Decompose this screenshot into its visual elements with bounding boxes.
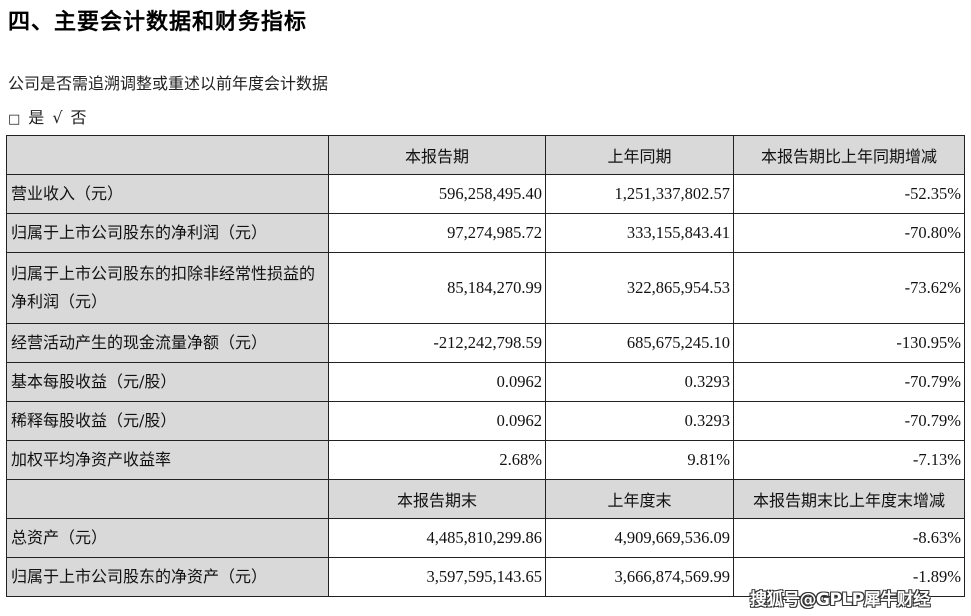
section-title: 四、主要会计数据和财务指标 xyxy=(8,10,308,35)
change-value: -70.80% xyxy=(733,213,965,253)
change-value: -7.13% xyxy=(733,440,965,480)
change-value: -73.62% xyxy=(733,252,965,324)
financial-data-table: 本报告期 上年同期 本报告期比上年同期增减 营业收入（元） 596,258,49… xyxy=(6,135,965,597)
table-row: 经营活动产生的现金流量净额（元） -212,242,798.59 685,675… xyxy=(6,323,965,363)
current-value: 0.0962 xyxy=(328,401,546,441)
header-change: 本报告期末比上年度末增减 xyxy=(733,479,965,519)
row-label: 归属于上市公司股东的净资产（元） xyxy=(6,557,329,597)
change-value: -70.79% xyxy=(733,401,965,441)
header-prior-period: 上年同期 xyxy=(545,135,734,175)
row-label: 归属于上市公司股东的扣除非经常性损益的净利润（元） xyxy=(6,252,329,324)
prior-value: 0.3293 xyxy=(545,401,734,441)
restatement-question: 公司是否需追溯调整或重述以前年度会计数据 xyxy=(8,74,329,93)
row-label: 基本每股收益（元/股） xyxy=(6,362,329,402)
yes-label: 是 xyxy=(28,108,45,127)
current-value: 4,485,810,299.86 xyxy=(328,518,546,558)
table-header-period-end: 本报告期末 上年度末 本报告期末比上年度末增减 xyxy=(6,479,965,519)
change-value: -52.35% xyxy=(733,174,965,214)
header-change: 本报告期比上年同期增减 xyxy=(733,135,965,175)
header-current-period: 本报告期 xyxy=(328,135,546,175)
current-value: 2.68% xyxy=(328,440,546,480)
table-row: 稀释每股收益（元/股） 0.0962 0.3293 -70.79% xyxy=(6,401,965,441)
header-current-period-end: 本报告期末 xyxy=(328,479,546,519)
current-value: -212,242,798.59 xyxy=(328,323,546,363)
prior-value: 322,865,954.53 xyxy=(545,252,734,324)
row-label: 归属于上市公司股东的净利润（元） xyxy=(6,213,329,253)
current-value: 97,274,985.72 xyxy=(328,213,546,253)
table-header-period: 本报告期 上年同期 本报告期比上年同期增减 xyxy=(6,135,965,175)
row-label: 稀释每股收益（元/股） xyxy=(6,401,329,441)
current-value: 85,184,270.99 xyxy=(328,252,546,324)
header-blank xyxy=(6,135,329,175)
prior-value: 1,251,337,802.57 xyxy=(545,174,734,214)
current-value: 596,258,495.40 xyxy=(328,174,546,214)
change-value: -8.63% xyxy=(733,518,965,558)
change-value: -130.95% xyxy=(733,323,965,363)
current-value: 3,597,595,143.65 xyxy=(328,557,546,597)
row-label: 总资产（元） xyxy=(6,518,329,558)
row-label: 营业收入（元） xyxy=(6,174,329,214)
row-label: 加权平均净资产收益率 xyxy=(6,440,329,480)
row-label: 经营活动产生的现金流量净额（元） xyxy=(6,323,329,363)
prior-value: 685,675,245.10 xyxy=(545,323,734,363)
table-row: 加权平均净资产收益率 2.68% 9.81% -7.13% xyxy=(6,440,965,480)
current-value: 0.0962 xyxy=(328,362,546,402)
change-value: -70.79% xyxy=(733,362,965,402)
restatement-answer: □ 是 √ 否 xyxy=(8,104,95,128)
header-prior-year-end: 上年度末 xyxy=(545,479,734,519)
checkbox-empty-icon: □ xyxy=(8,112,21,127)
table-row: 归属于上市公司股东的净资产（元） 3,597,595,143.65 3,666,… xyxy=(6,557,965,597)
no-label: 否 xyxy=(70,108,87,127)
header-blank xyxy=(6,479,329,519)
prior-value: 3,666,874,569.99 xyxy=(545,557,734,597)
watermark: 搜狐号@GPLP犀牛财经 xyxy=(750,590,930,610)
table-row: 归属于上市公司股东的净利润（元） 97,274,985.72 333,155,8… xyxy=(6,213,965,253)
prior-value: 9.81% xyxy=(545,440,734,480)
checkmark-icon: √ xyxy=(52,108,63,127)
prior-value: 0.3293 xyxy=(545,362,734,402)
change-value: -1.89% xyxy=(733,557,965,597)
table-row: 基本每股收益（元/股） 0.0962 0.3293 -70.79% xyxy=(6,362,965,402)
table-row: 营业收入（元） 596,258,495.40 1,251,337,802.57 … xyxy=(6,174,965,214)
prior-value: 4,909,669,536.09 xyxy=(545,518,734,558)
table-row: 归属于上市公司股东的扣除非经常性损益的净利润（元） 85,184,270.99 … xyxy=(6,252,965,324)
table-row: 总资产（元） 4,485,810,299.86 4,909,669,536.09… xyxy=(6,518,965,558)
prior-value: 333,155,843.41 xyxy=(545,213,734,253)
